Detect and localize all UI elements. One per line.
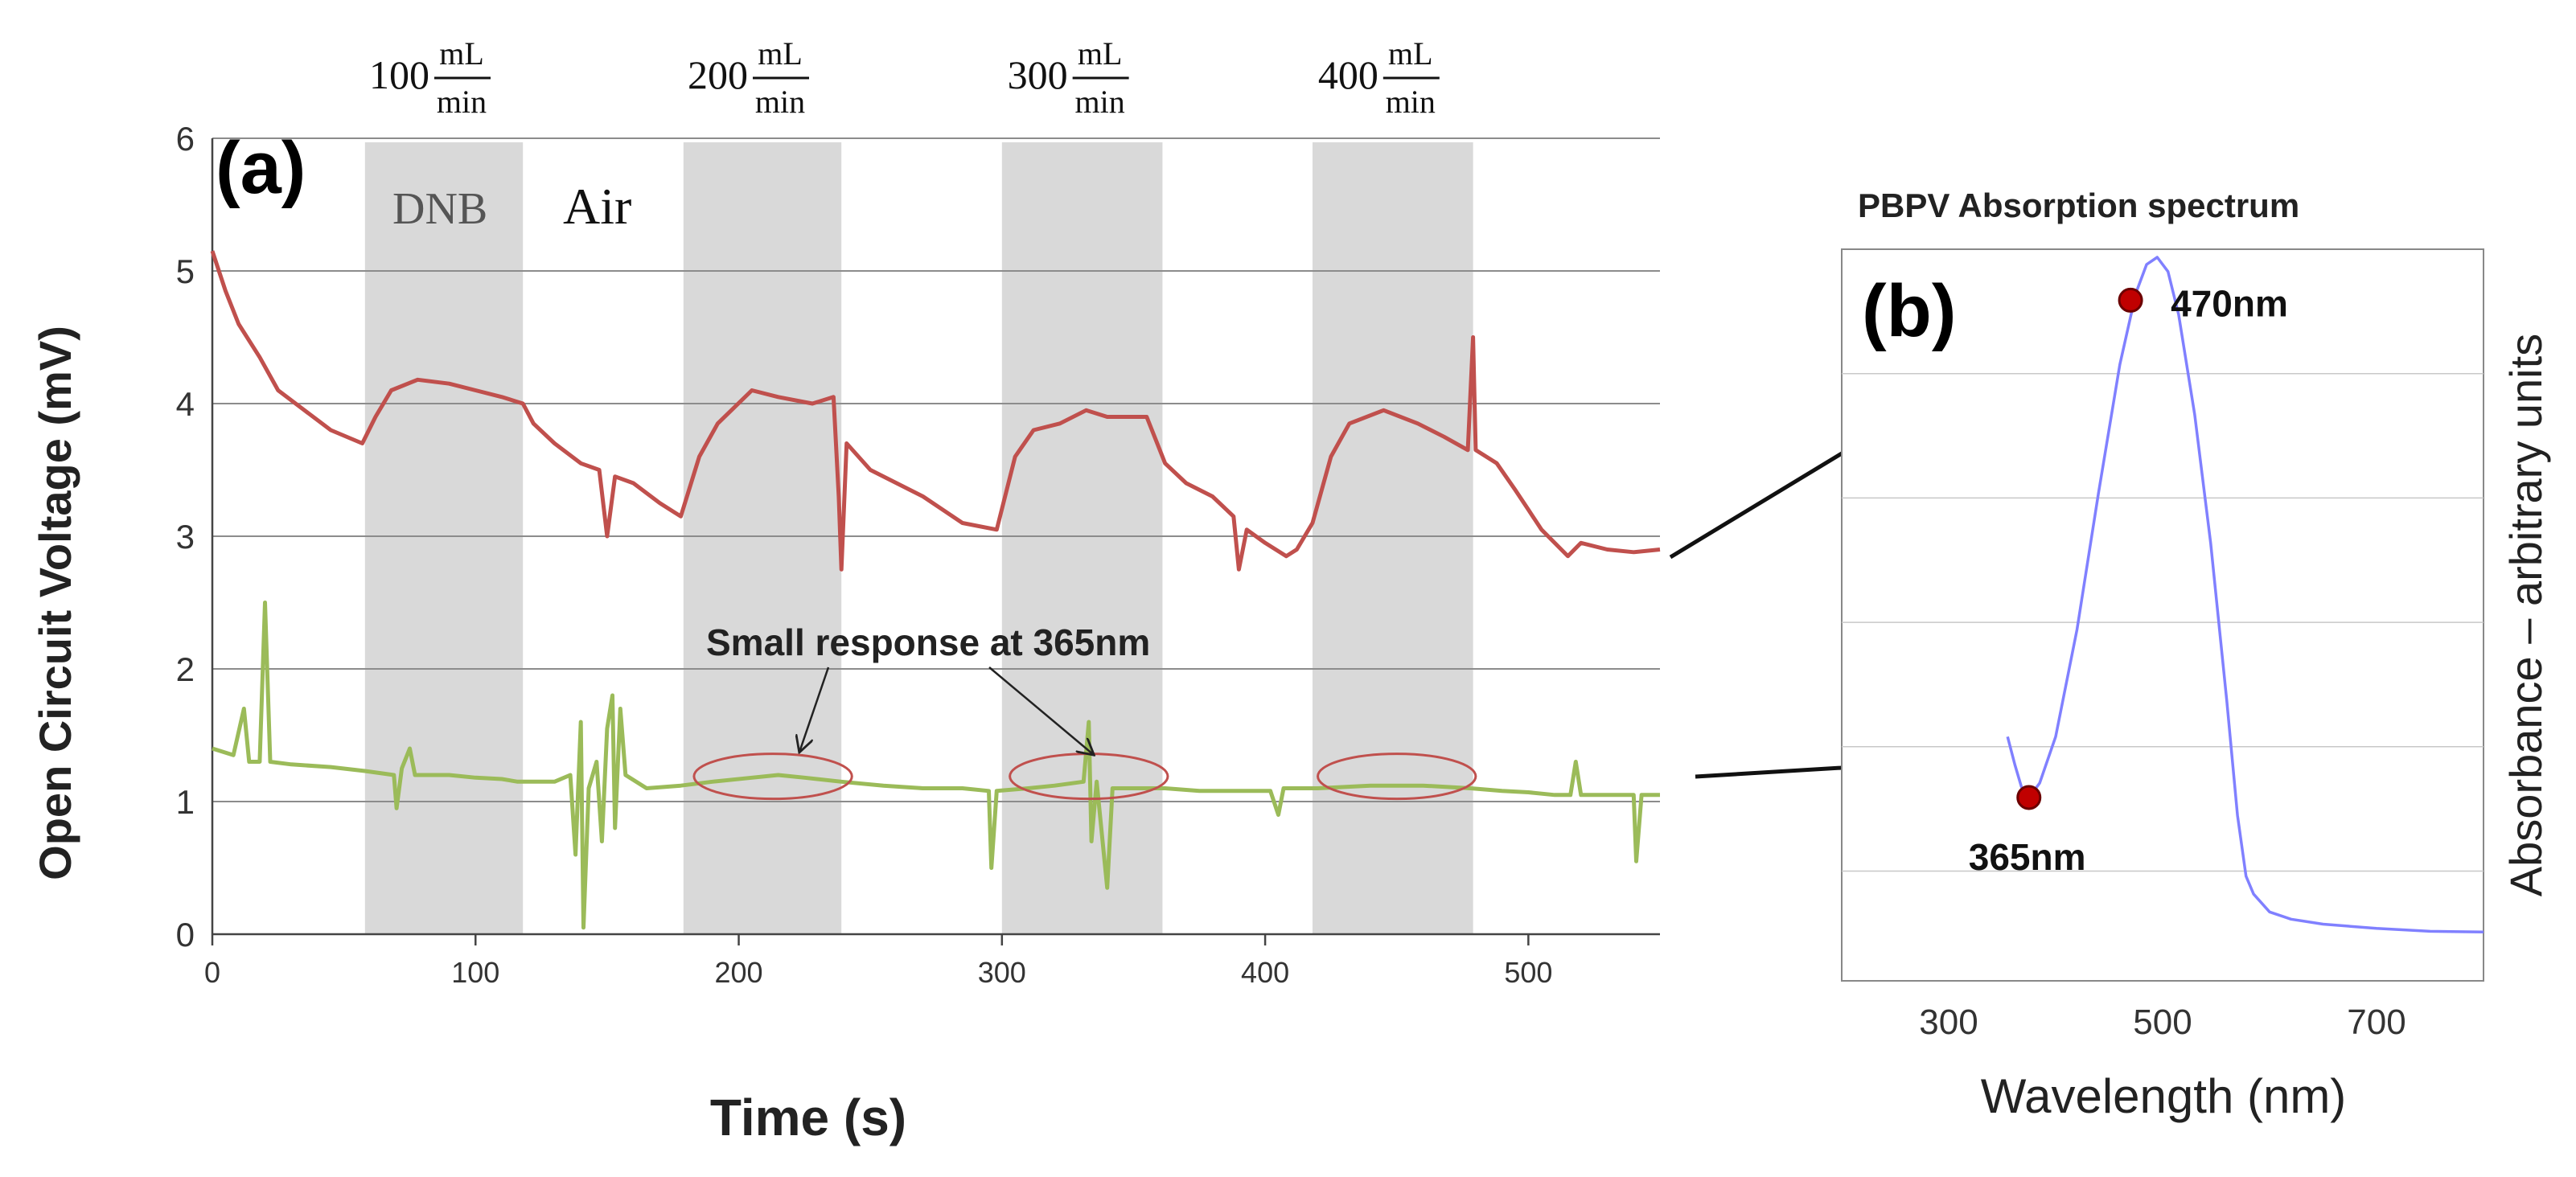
a-y-tick-4: 4 <box>176 385 195 423</box>
a-flow-label-3: 300 mL min <box>1008 35 1129 120</box>
a-y-axis-label: Open Circuit Voltage (mV) <box>30 326 80 880</box>
a-flow-value: 300 <box>1008 52 1068 97</box>
b-x-axis-label: Wavelength (nm) <box>1981 1069 2347 1123</box>
a-x-tick-labels: 0 100 200 300 400 500 <box>204 956 1552 989</box>
a-flow-value: 200 <box>688 52 748 97</box>
a-annotation-arrow-1 <box>799 666 830 753</box>
a-y-tick-3: 3 <box>176 518 195 556</box>
b-series-line-1 <box>2006 256 2484 934</box>
b-x-tick-labels: 300 500 700 <box>1919 1003 2405 1042</box>
a-y-tick-2: 2 <box>176 650 195 688</box>
b-marker-dot <box>2118 287 2143 313</box>
a-y-tick-0: 0 <box>176 916 195 953</box>
a-gridlines <box>212 137 1660 802</box>
a-annotation-text: Small response at 365nm <box>706 621 1150 663</box>
a-shaded-region-1 <box>364 142 524 934</box>
b-marker-label: 365nm <box>1969 836 2086 878</box>
b-marker-dot <box>2016 785 2042 810</box>
a-dnb-label: DNB <box>392 184 487 234</box>
a-y-tick-labels: 0 1 2 3 4 5 6 <box>176 120 195 953</box>
b-x-tick-700: 700 <box>2347 1003 2405 1042</box>
a-series-line-1 <box>210 250 1661 572</box>
a-shaded-regions <box>364 142 1473 934</box>
a-air-label: Air <box>563 178 631 235</box>
a-flow-unit-denominator: min <box>1386 84 1436 120</box>
a-x-tick-200: 200 <box>715 956 763 989</box>
a-panel-label: (a) <box>216 127 306 209</box>
b-markers: 470nm 365nm <box>1969 282 2288 878</box>
a-flow-unit-denominator: min <box>1075 84 1125 120</box>
a-x-axis-label: Time (s) <box>710 1089 906 1146</box>
b-marker-470nm: 470nm <box>2118 282 2288 324</box>
b-marker-label: 470nm <box>2171 282 2288 324</box>
a-x-tick-300: 300 <box>978 956 1026 989</box>
b-title: PBPV Absorption spectrum <box>1858 187 2299 224</box>
b-marker-365nm: 365nm <box>1969 785 2086 878</box>
a-series <box>210 250 1661 930</box>
b-plot-frame <box>1841 248 2484 982</box>
panel-b: 300 500 700 470nm 365nm PBPV Absorption spe… <box>1841 187 2551 1123</box>
b-x-tick-500: 500 <box>2133 1003 2192 1042</box>
a-flow-label-1: 100 mL min <box>369 35 491 120</box>
a-x-tick-500: 500 <box>1504 956 1552 989</box>
a-x-tick-400: 400 <box>1241 956 1289 989</box>
a-y-tick-1: 1 <box>176 783 195 821</box>
a-flow-label-4: 400 mL min <box>1318 35 1440 120</box>
a-annotation-arrows <box>799 666 1095 755</box>
a-axes <box>211 138 1660 945</box>
a-annotation-arrow-2 <box>988 666 1094 755</box>
a-highlight-ellipse-3 <box>1317 753 1477 801</box>
a-shaded-region-2 <box>683 142 842 934</box>
a-flow-value: 100 <box>369 52 429 97</box>
a-flow-unit-numerator: mL <box>758 35 803 72</box>
a-y-tick-6: 6 <box>176 120 195 158</box>
b-x-tick-300: 300 <box>1919 1003 1978 1042</box>
a-flow-unit-denominator: min <box>437 84 487 120</box>
a-flow-label-2: 200 mL min <box>688 35 809 120</box>
a-y-tick-5: 5 <box>176 252 195 290</box>
a-flow-value: 400 <box>1318 52 1378 97</box>
a-shaded-region-4 <box>1313 142 1473 934</box>
a-shaded-region-3 <box>1001 142 1163 934</box>
a-x-tick-0: 0 <box>204 956 220 989</box>
a-highlight-ellipse-1 <box>692 753 853 801</box>
a-series-line-2 <box>212 601 1660 930</box>
a-flow-unit-denominator: min <box>755 84 805 120</box>
a-x-tick-100: 100 <box>451 956 499 989</box>
b-panel-label: (b) <box>1862 270 1956 352</box>
b-series <box>2006 256 2484 934</box>
a-flow-unit-numerator: mL <box>1388 35 1433 72</box>
a-flow-unit-numerator: mL <box>439 35 484 72</box>
b-y-axis-label: Absorbance – arbitrary units <box>2500 334 2551 896</box>
a-flow-unit-numerator: mL <box>1078 35 1123 72</box>
b-gridlines <box>1842 372 2484 872</box>
